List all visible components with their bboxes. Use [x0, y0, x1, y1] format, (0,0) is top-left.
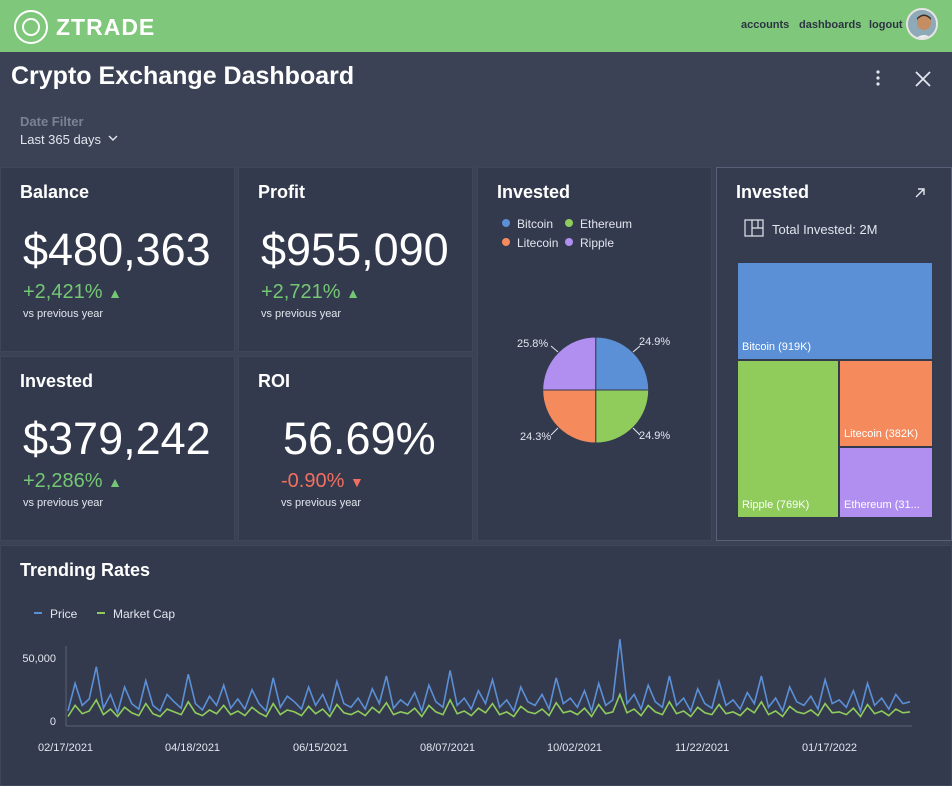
up-triangle-icon: ▲	[346, 285, 360, 301]
pie-slice-ethereum[interactable]	[595, 389, 650, 444]
legend-price[interactable]: Price	[34, 607, 77, 621]
treemap-block-ethereum[interactable]: Ethereum (31...	[839, 447, 933, 518]
pie-label-bitcoin: 24.9%	[639, 336, 671, 348]
profit-delta: +2,721% ▲	[261, 281, 360, 303]
balance-note: vs previous year	[23, 308, 104, 320]
nav-logout-link[interactable]: logout	[869, 19, 903, 31]
page-title: Crypto Exchange Dashboard	[11, 62, 355, 90]
ztrade-logo-icon[interactable]	[14, 10, 48, 44]
trend-title: Trending Rates	[20, 560, 151, 580]
up-triangle-icon: ▲	[108, 285, 122, 301]
balance-card: Balance $480,363 +2,421% ▲ vs previous y…	[0, 167, 235, 352]
market-cap-series-line	[67, 692, 911, 718]
x-tick-label: 10/02/2021	[547, 742, 603, 754]
balance-title: Balance	[20, 182, 90, 202]
x-tick-label: 06/15/2021	[293, 742, 349, 754]
x-tick-label: 04/18/2021	[165, 742, 221, 754]
x-tick-label: 11/22/2021	[675, 742, 730, 754]
invested-value: $379,242	[23, 413, 211, 464]
treemap-block-ripple[interactable]: Ripple (769K)	[737, 360, 839, 518]
more-options-icon[interactable]	[870, 66, 886, 90]
y-tick-label: 50,000	[22, 653, 56, 665]
legend-litecoin[interactable]: Litecoin	[502, 236, 558, 250]
close-icon[interactable]	[912, 68, 934, 90]
treemap-block-litecoin[interactable]: Litecoin (382K)	[839, 360, 933, 447]
legend-market-cap[interactable]: Market Cap	[97, 607, 175, 621]
price-series-line	[67, 639, 911, 716]
pie-title: Invested	[497, 182, 571, 202]
pie-label-ethereum: 24.9%	[639, 430, 671, 442]
top-navigation-bar: ZTRADE accounts dashboards logout	[0, 0, 952, 52]
roi-delta: -0.90% ▼	[281, 470, 364, 492]
date-filter-dropdown[interactable]: Last 365 days	[20, 132, 119, 147]
legend-ethereum[interactable]: Ethereum	[565, 217, 632, 231]
date-filter-label: Date Filter	[20, 114, 84, 129]
x-tick-label: 08/07/2021	[420, 742, 476, 754]
profit-title: Profit	[258, 182, 305, 202]
date-filter-value: Last 365 days	[20, 132, 101, 147]
pie-chart	[542, 336, 650, 444]
balance-value: $480,363	[23, 224, 211, 275]
trending-rates-card: Trending Rates	[0, 545, 952, 786]
roi-title: ROI	[258, 371, 291, 391]
invested-note: vs previous year	[23, 497, 104, 509]
treemap-block-bitcoin[interactable]: Bitcoin (919K)	[737, 262, 933, 360]
roi-note: vs previous year	[281, 497, 362, 509]
invested-title: Invested	[20, 371, 94, 391]
x-tick-label: 02/17/2021	[38, 742, 94, 754]
roi-card: ROI 56.69% -0.90% ▼ vs previous year	[238, 356, 473, 541]
expand-icon[interactable]	[913, 186, 927, 200]
pie-slice-ripple[interactable]	[542, 336, 597, 391]
invested-card: Invested $379,242 +2,286% ▲ vs previous …	[0, 356, 235, 541]
invested-treemap-card: Invested Total Invested: 2M Bitcoin (919…	[716, 167, 952, 541]
balance-delta: +2,421% ▲	[23, 281, 122, 303]
roi-value: 56.69%	[283, 413, 436, 464]
pie-slice-litecoin[interactable]	[542, 389, 597, 444]
brand-name[interactable]: ZTRADE	[56, 14, 156, 40]
y-tick-label: 0	[49, 716, 56, 728]
treemap-icon	[744, 219, 764, 237]
up-triangle-icon: ▲	[108, 474, 122, 490]
x-tick-label: 01/17/2022	[802, 742, 858, 754]
profit-note: vs previous year	[261, 308, 342, 320]
total-invested: Total Invested: 2M	[772, 222, 878, 237]
nav-dashboards-link[interactable]: dashboards	[799, 19, 862, 31]
pie-label-litecoin: 24.3%	[520, 431, 552, 443]
profit-value: $955,090	[261, 224, 449, 275]
down-triangle-icon: ▼	[349, 474, 364, 490]
user-avatar[interactable]	[906, 8, 938, 40]
legend-bitcoin[interactable]: Bitcoin	[502, 217, 553, 231]
nav-accounts-link[interactable]: accounts	[741, 19, 790, 31]
legend-ripple[interactable]: Ripple	[565, 236, 614, 250]
treemap-title: Invested	[736, 182, 810, 202]
profit-card: Profit $955,090 +2,721% ▲ vs previous ye…	[238, 167, 473, 352]
chevron-down-icon	[108, 135, 118, 141]
invested-pie-card: Invested Bitcoin Ethereum Litecoin Rippl…	[477, 167, 712, 541]
pie-label-ripple: 25.8%	[517, 338, 549, 350]
invested-delta: +2,286% ▲	[23, 470, 122, 492]
